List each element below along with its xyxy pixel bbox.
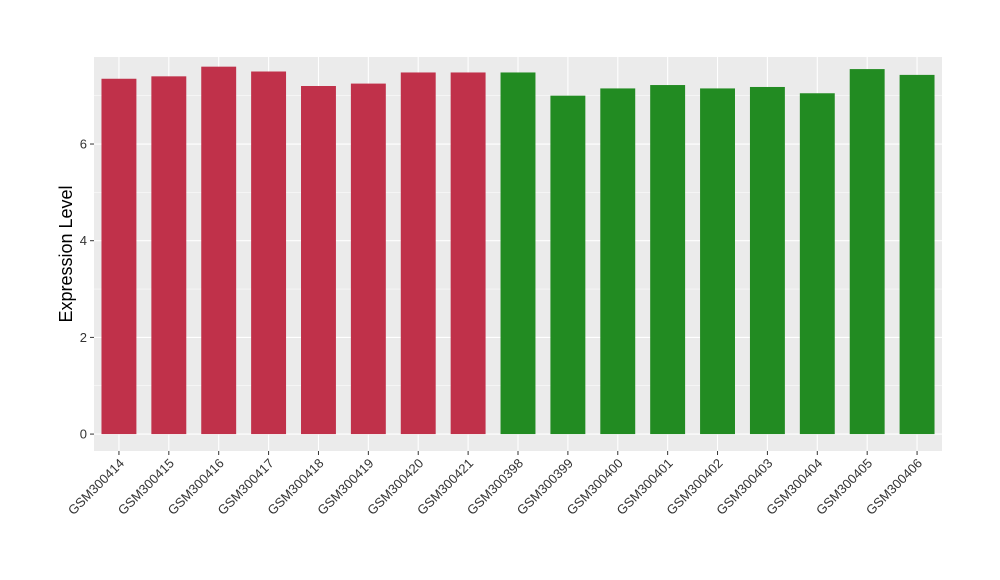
x-axis: GSM300414GSM300415GSM300416GSM300417GSM3… xyxy=(65,451,925,518)
bar-GSM300416 xyxy=(201,66,237,435)
bar-GSM300401 xyxy=(650,85,686,435)
bar-GSM300414 xyxy=(101,78,137,435)
bar-GSM300420 xyxy=(400,72,436,435)
y-axis: 0 2 4 6 xyxy=(80,137,94,442)
y-tick-label: 0 xyxy=(80,427,87,442)
bar-GSM300415 xyxy=(151,76,187,435)
bar-GSM300400 xyxy=(600,88,636,435)
bars-group xyxy=(101,66,935,435)
bar-GSM300402 xyxy=(700,88,735,435)
bar-GSM300399 xyxy=(550,95,586,435)
bar-GSM300404 xyxy=(799,93,835,435)
bar-GSM300398 xyxy=(500,72,536,435)
y-tick-label: 2 xyxy=(80,330,87,345)
bar-GSM300405 xyxy=(849,69,885,435)
y-axis-title: Expression Level xyxy=(56,185,76,322)
bar-GSM300406 xyxy=(899,74,935,435)
bar-GSM300418 xyxy=(301,86,336,435)
bar-GSM300419 xyxy=(350,83,386,435)
bar-GSM300403 xyxy=(749,86,785,435)
bar-GSM300421 xyxy=(450,72,486,435)
y-tick-label: 6 xyxy=(80,137,87,152)
bar-GSM300417 xyxy=(251,71,287,435)
y-tick-label: 4 xyxy=(80,233,87,248)
